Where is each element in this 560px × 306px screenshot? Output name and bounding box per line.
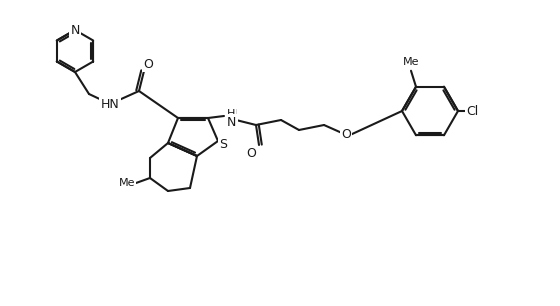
Text: S: S [219,137,227,151]
Text: Cl: Cl [466,105,478,118]
Text: N: N [71,24,80,36]
Text: Me: Me [119,178,136,188]
Text: O: O [341,128,351,140]
Text: H: H [227,109,235,119]
Text: N: N [226,115,236,129]
Text: H: H [227,107,237,121]
Text: HN: HN [101,98,119,110]
Text: Me: Me [403,57,419,67]
Text: O: O [246,147,256,159]
Text: O: O [143,58,153,70]
